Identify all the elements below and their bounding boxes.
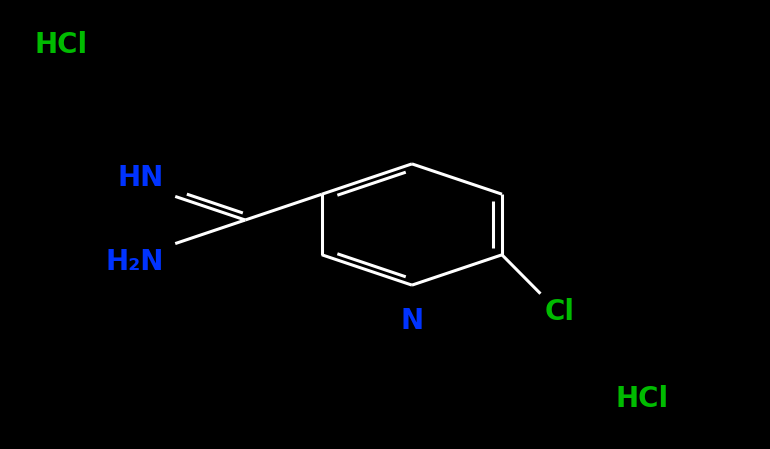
- Text: N: N: [400, 307, 424, 335]
- Text: H₂N: H₂N: [105, 248, 164, 276]
- Text: HN: HN: [117, 164, 164, 192]
- Text: HCl: HCl: [616, 385, 669, 413]
- Text: HCl: HCl: [35, 31, 88, 59]
- Text: Cl: Cl: [544, 298, 574, 326]
